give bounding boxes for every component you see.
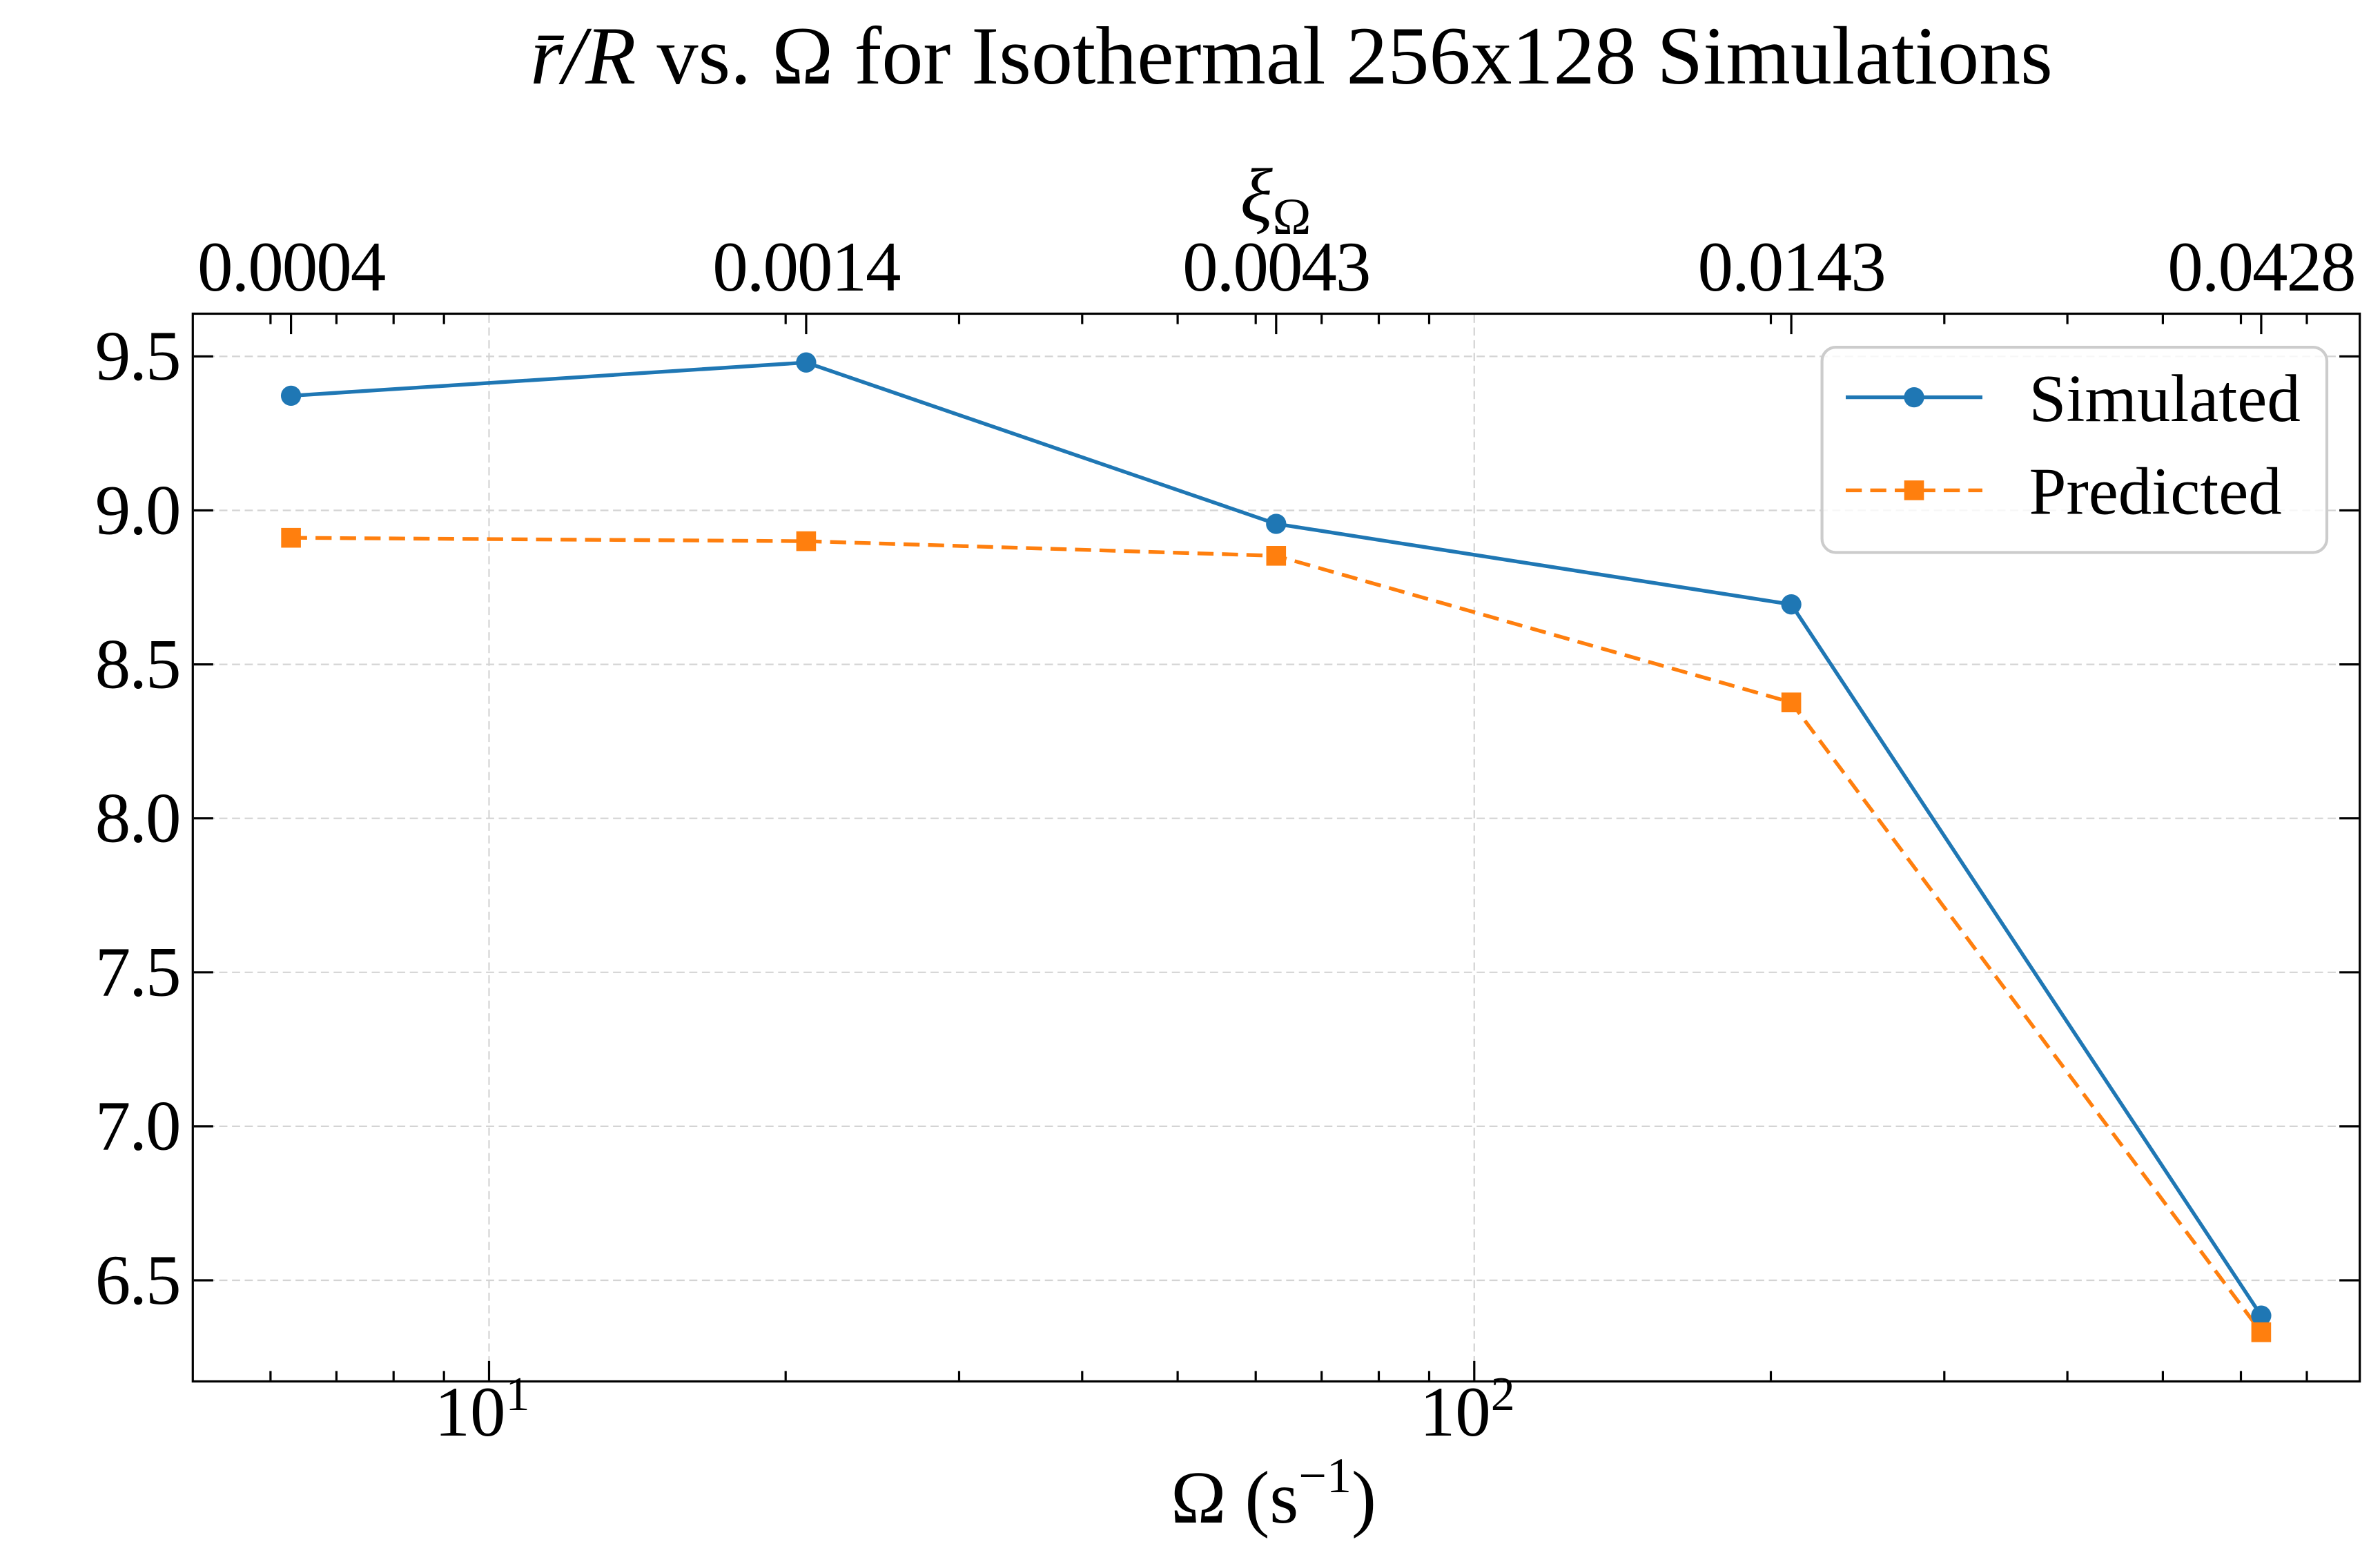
svg-text:r̄/R vs. Ω for Isothermal 256x: r̄/R vs. Ω for Isothermal 256x128 Simula… [530,10,2053,101]
svg-text:0.0428: 0.0428 [2167,228,2354,306]
svg-text:0.0043: 0.0043 [1182,228,1369,306]
svg-text:8.5: 8.5 [95,625,180,703]
svg-text:0.0014: 0.0014 [712,228,900,306]
svg-text:Simulated: Simulated [2029,362,2301,436]
svg-text:0.0143: 0.0143 [1697,228,1884,306]
svg-text:0.0004: 0.0004 [197,228,385,306]
svg-text:9.5: 9.5 [95,317,180,395]
svg-text:7.0: 7.0 [95,1087,180,1166]
svg-text:ξΩ: ξΩ [1240,153,1311,246]
svg-text:9.0: 9.0 [95,471,180,549]
svg-text:8.0: 8.0 [95,779,180,858]
svg-text:Ω (s−1): Ω (s−1) [1171,1448,1376,1539]
svg-text:101: 101 [435,1368,530,1451]
svg-text:7.5: 7.5 [95,933,180,1012]
svg-text:6.5: 6.5 [95,1241,180,1320]
svg-text:Predicted: Predicted [2029,455,2282,529]
